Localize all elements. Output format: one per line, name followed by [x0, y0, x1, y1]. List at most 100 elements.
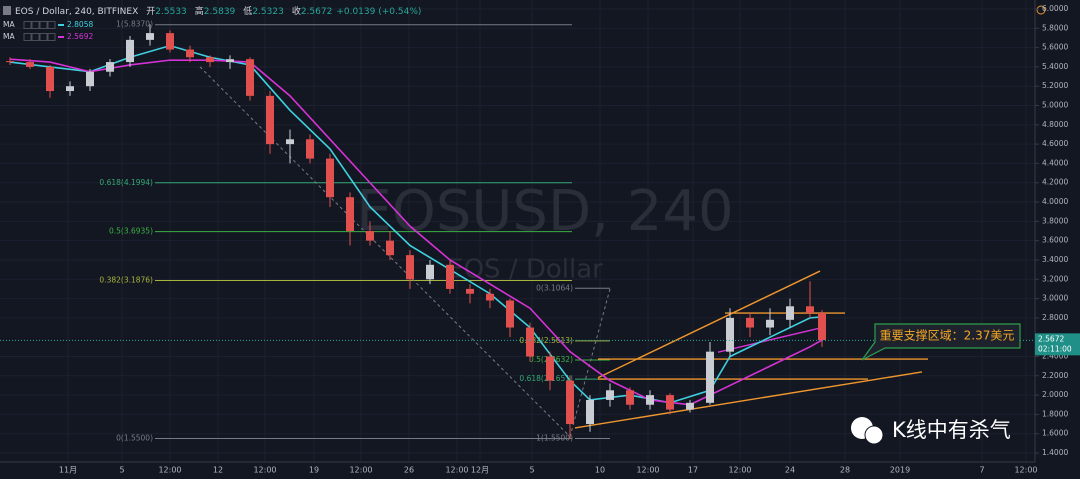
x-tick-label: 12:00 — [636, 466, 659, 475]
legend-name: MA — [3, 32, 15, 41]
candle-body — [546, 356, 554, 381]
x-tick-label: 26 — [404, 466, 414, 475]
y-tick-label: 2.8000 — [1042, 313, 1068, 322]
legend-button — [47, 33, 56, 41]
candle-body — [586, 399, 594, 425]
candle-body — [806, 306, 814, 314]
x-tick-label: 12:00 — [728, 466, 751, 475]
x-tick-label: 12月 — [471, 466, 489, 475]
y-tick-label: 5.4000 — [1042, 62, 1068, 71]
logo-bubble — [864, 425, 884, 445]
trend-line — [597, 270, 821, 379]
symbol-title: EOS / Dollar, 240, BITFINEX 开2.5533 高2.583… — [15, 5, 421, 17]
last-price-tag — [1035, 333, 1080, 356]
y-tick-label: 3.0000 — [1042, 294, 1068, 303]
candle-body — [326, 158, 334, 198]
candle-body — [766, 319, 774, 328]
watermark: EOSUSD, 240 — [356, 179, 733, 244]
y-tick-label: 2.4000 — [1042, 351, 1068, 360]
x-tick-label: 7 — [979, 466, 984, 475]
candle-body — [126, 39, 134, 63]
y-tick-label: 1.8000 — [1042, 409, 1068, 418]
candle-body — [346, 197, 354, 231]
candle-body — [86, 71, 94, 87]
x-tick-label: 12:00 — [158, 466, 181, 475]
x-tick-label: 10 — [595, 466, 605, 475]
fib-label: 0.382(3.1876) — [99, 275, 153, 284]
candle-body — [486, 293, 494, 301]
last-price-label: 2.5672 — [1038, 334, 1064, 343]
x-tick-label: 12:00 — [445, 466, 468, 475]
candle-body — [466, 288, 474, 294]
fib-label: 0(1.5500) — [116, 434, 153, 443]
x-tick-label: 5 — [529, 466, 534, 475]
ohlc-value: 2.5839 — [204, 7, 236, 17]
candle-body — [746, 317, 754, 328]
y-tick-label: 5.6000 — [1042, 43, 1068, 52]
candle-body — [146, 33, 154, 40]
change: +0.0139 (+0.54%) — [336, 7, 421, 17]
candle-body — [266, 95, 274, 145]
legend-value: 2.8058 — [67, 20, 93, 29]
x-tick-label: 12:00 — [253, 466, 276, 475]
y-tick-label: 2.2000 — [1042, 371, 1068, 380]
candle-body — [446, 264, 454, 289]
ohlc-key: 高 — [195, 5, 204, 17]
legend-button — [31, 21, 40, 29]
fib-label: 1(5.8370) — [116, 20, 153, 29]
candle-body — [566, 380, 574, 425]
x-tick-label: 17 — [688, 466, 698, 475]
x-tick-label: 11月 — [59, 466, 77, 475]
candle-body — [686, 402, 694, 410]
y-tick-label: 5.8000 — [1042, 23, 1068, 32]
y-tick-label: 3.8000 — [1042, 216, 1068, 225]
candle-body — [206, 57, 214, 63]
candle-body — [526, 327, 534, 357]
candle-body — [386, 240, 394, 256]
x-tick-label: 12:00 — [349, 466, 372, 475]
legend-button — [39, 21, 48, 29]
y-tick-label: 4.6000 — [1042, 139, 1068, 148]
grid — [0, 0, 1035, 462]
candle-body — [406, 255, 414, 280]
ohlc-key: 开 — [146, 6, 155, 17]
candle-body — [818, 313, 826, 341]
fib-label: 1(1.5500) — [536, 434, 573, 443]
fib-label: 0.5(3.6935) — [109, 227, 153, 236]
y-tick-label: 4.4000 — [1042, 158, 1068, 167]
countdown: 02:11:00 — [1038, 344, 1072, 353]
candle-body — [726, 317, 734, 352]
candle-body — [166, 33, 174, 50]
candle-body — [186, 49, 194, 58]
legend-button — [39, 33, 48, 41]
ohlc-key: 收 — [292, 5, 301, 17]
y-tick-label: 6.0000 — [1042, 4, 1068, 13]
candle-body — [646, 395, 654, 405]
y-tick-label: 5.0000 — [1042, 101, 1068, 110]
y-tick-label: 5.2000 — [1042, 81, 1068, 90]
y-tick-label: 1.4000 — [1042, 448, 1068, 457]
ohlc-key: 低 — [243, 5, 252, 17]
candle-body — [666, 395, 674, 410]
y-tick-label: 4.8000 — [1042, 120, 1068, 129]
x-tick-label: 19 — [309, 466, 319, 475]
candle-body — [106, 62, 114, 72]
candle-body — [606, 390, 614, 400]
legend-value: 2.5692 — [67, 32, 93, 41]
x-tick-label: 2019 — [890, 466, 910, 475]
candle-body — [706, 351, 714, 403]
candle-body — [306, 139, 314, 159]
symbol-icon — [3, 6, 11, 15]
settings-icon[interactable] — [1036, 5, 1046, 15]
candle-body — [46, 66, 54, 92]
ohlc-value: 2.5323 — [252, 7, 284, 17]
candle-body — [226, 59, 234, 63]
logo-text: K线中有杀气 — [892, 418, 1011, 442]
candle-body — [286, 139, 294, 145]
x-tick-label: 28 — [840, 466, 850, 475]
candle-body — [26, 62, 34, 67]
x-tick-label: 12 — [213, 466, 223, 475]
legend-name: MA — [3, 20, 15, 29]
